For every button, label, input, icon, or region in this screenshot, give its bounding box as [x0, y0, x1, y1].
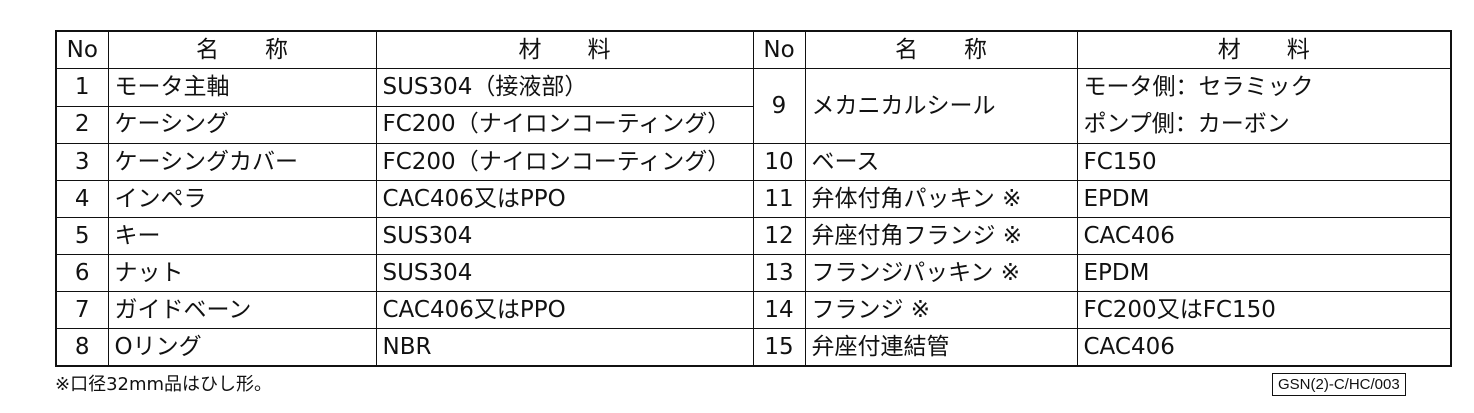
part-material: EPDM: [1076, 180, 1452, 218]
part-name: 弁体付角パッキン ※: [804, 180, 1078, 218]
part-name: ケーシングカバー: [107, 143, 377, 181]
part-material: CAC406: [1076, 217, 1452, 255]
part-no: 2: [55, 105, 109, 144]
material-line: ポンプ側：カーボン: [1083, 111, 1290, 137]
header-material: 材 料: [375, 30, 754, 69]
part-name: ナット: [107, 254, 377, 292]
part-name: ケーシング: [107, 105, 377, 144]
part-no: 6: [55, 254, 109, 292]
part-name: インペラ: [107, 180, 377, 218]
part-no: 8: [55, 328, 109, 367]
part-material: EPDM: [1076, 254, 1452, 292]
part-material: SUS304: [375, 254, 754, 292]
header-no: No: [55, 30, 109, 69]
table-row: 7 ガイドベーン CAC406又はPPO 14 フランジ ※ FC200又はFC150: [55, 291, 1452, 329]
footnote: ※口径32mm品はひし形。: [55, 374, 273, 395]
part-name: Oリング: [107, 328, 377, 367]
header-material: 材 料: [1076, 30, 1452, 69]
part-material: FC200（ナイロンコーティング）: [375, 105, 754, 144]
part-name: ベース: [804, 143, 1078, 181]
part-name: 弁座付角フランジ ※: [804, 217, 1078, 255]
part-material: NBR: [375, 328, 754, 367]
header-row: No 名 称 材 料 No 名 称 材 料: [55, 30, 1452, 69]
part-material: FC150: [1076, 143, 1452, 181]
part-material: CAC406: [1076, 328, 1452, 367]
part-no: 4: [55, 180, 109, 218]
part-name: キー: [107, 217, 377, 255]
header-no: No: [752, 30, 806, 69]
part-material: FC200（ナイロンコーティング）: [375, 143, 754, 181]
part-no: 14: [752, 291, 806, 329]
part-no: 15: [752, 328, 806, 367]
table-row: 8 Oリング NBR 15 弁座付連結管 CAC406: [55, 328, 1452, 367]
part-material: SUS304（接液部）: [375, 68, 754, 107]
table-row: 3 ケーシングカバー FC200（ナイロンコーティング） 10 ベース FC150: [55, 143, 1452, 181]
part-name: フランジパッキン ※: [804, 254, 1078, 292]
part-name: フランジ ※: [804, 291, 1078, 329]
part-name: モータ主軸: [107, 68, 377, 107]
table-row: 6 ナット SUS304 13 フランジパッキン ※ EPDM: [55, 254, 1452, 292]
header-name: 名 称: [107, 30, 377, 69]
part-no: 10: [752, 143, 806, 181]
part-material: FC200又はFC150: [1076, 291, 1452, 329]
table-row: 1 モータ主軸 SUS304（接液部） 9 メカニカルシール モータ側：セラミッ…: [55, 68, 1452, 144]
part-no: 11: [752, 180, 806, 218]
document-code: GSN(2)-C/HC/003: [1272, 373, 1406, 396]
part-material: SUS304: [375, 217, 754, 255]
part-no: 7: [55, 291, 109, 329]
part-no: 3: [55, 143, 109, 181]
header-name: 名 称: [804, 30, 1078, 69]
part-no: 9: [752, 68, 806, 144]
part-name: メカニカルシール: [804, 68, 1078, 144]
part-name: 弁座付連結管: [804, 328, 1078, 367]
table-row: 4 インペラ CAC406又はPPO 11 弁体付角パッキン ※ EPDM: [55, 180, 1452, 218]
parts-table: No 名 称 材 料 No 名 称 材 料 1 モータ主軸 SUS304（接液部…: [55, 30, 1452, 367]
part-material: CAC406又はPPO: [375, 180, 754, 218]
part-name: ガイドベーン: [107, 291, 377, 329]
part-no: 1: [55, 68, 109, 107]
part-no: 12: [752, 217, 806, 255]
part-no: 13: [752, 254, 806, 292]
material-line: モータ側：セラミック: [1083, 74, 1314, 100]
table-row: 2 ケーシング FC200（ナイロンコーティング）: [55, 105, 1451, 144]
table-row: 5 キー SUS304 12 弁座付角フランジ ※ CAC406: [55, 217, 1452, 255]
part-material: CAC406又はPPO: [375, 291, 754, 329]
part-no: 5: [55, 217, 109, 255]
part-material: モータ側：セラミック ポンプ側：カーボン: [1076, 68, 1452, 144]
